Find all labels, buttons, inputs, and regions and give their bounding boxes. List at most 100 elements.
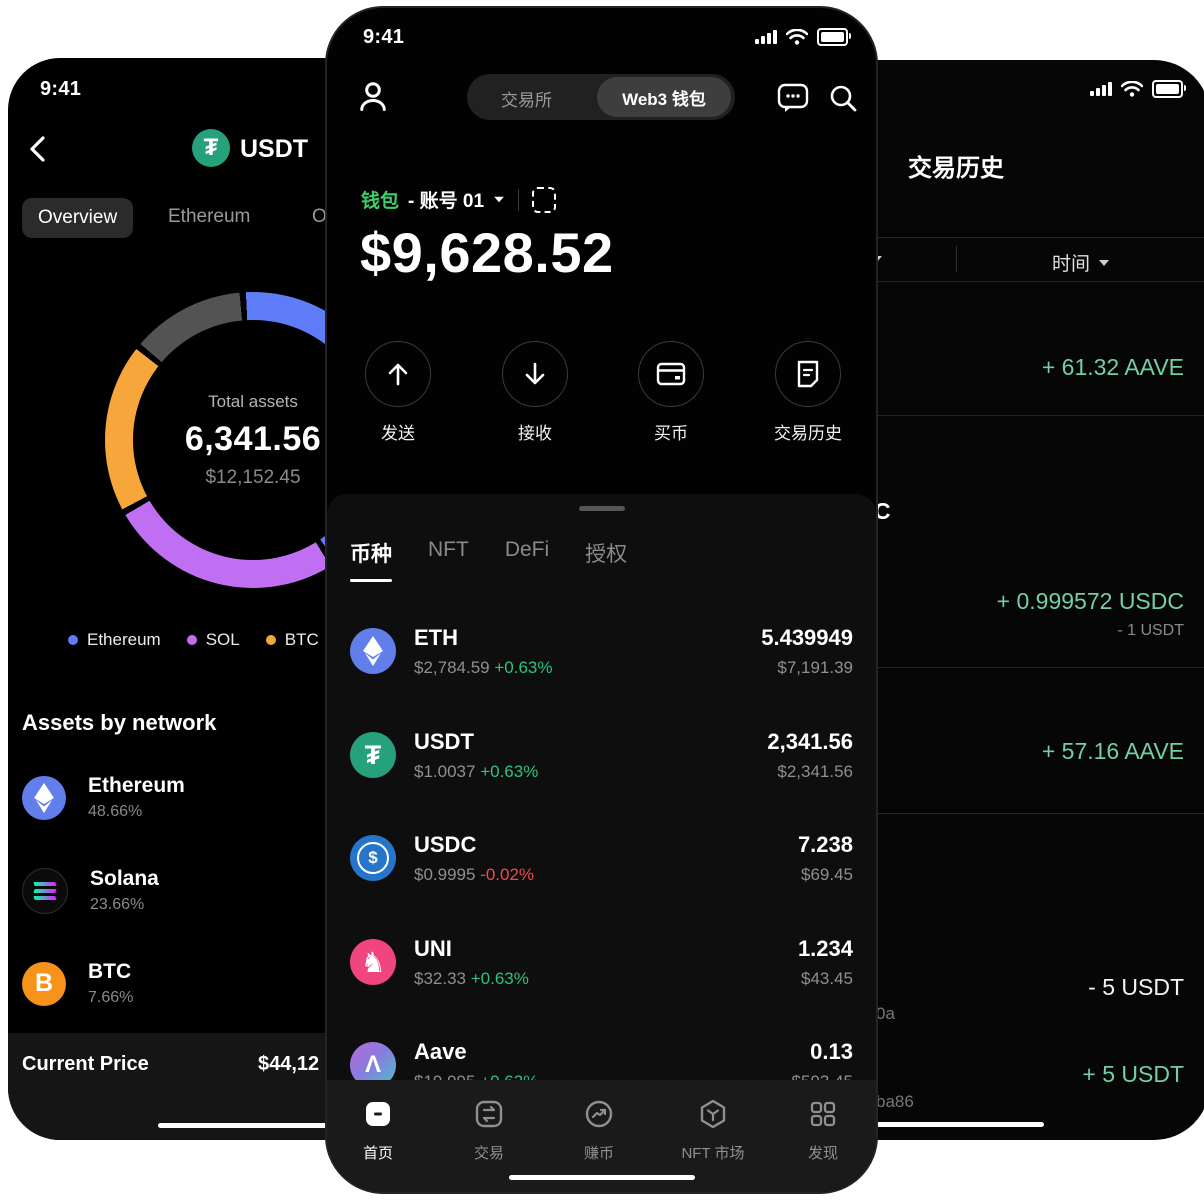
nav-home[interactable]: 首页: [327, 1098, 433, 1163]
network-meta: Solana 23.66%: [90, 867, 159, 914]
legend-item-ethereum: Ethereum: [68, 630, 161, 650]
header-segmented-control: 交易所 Web3 钱包: [467, 74, 735, 120]
tx-history-button[interactable]: 交易历史: [748, 341, 868, 444]
token-symbol: Aave: [414, 1038, 467, 1064]
legend-label: SOL: [205, 630, 240, 649]
network-percent: 23.66%: [90, 896, 145, 913]
tab-nft[interactable]: NFT: [428, 538, 469, 561]
token-value: $69.45: [801, 864, 853, 884]
usdt-icon: ₮: [350, 732, 396, 778]
battery-icon: [817, 28, 851, 46]
status-icons: [755, 28, 851, 46]
token-symbol: USDT: [414, 728, 474, 754]
eth-icon: [350, 628, 396, 674]
send-ring: [365, 341, 431, 407]
document-icon: [797, 360, 819, 388]
legend-dot-ethereum: [68, 635, 78, 645]
current-price-label: Current Price: [22, 1053, 149, 1075]
section-title: Assets by network: [22, 710, 217, 735]
filter-separator: [956, 246, 957, 272]
tab-clipped[interactable]: O: [312, 206, 327, 227]
nav-label: 发现: [807, 1145, 838, 1162]
home-indicator: [872, 1122, 1044, 1127]
signal-icon: [755, 30, 777, 44]
token-amount: 0.13: [810, 1038, 853, 1064]
network-row-solana[interactable]: Solana 23.66%: [22, 867, 159, 914]
tx-amount: - 5 USDT: [1088, 974, 1184, 1000]
earn-icon: [585, 1100, 613, 1128]
network-name: Solana: [90, 867, 159, 890]
tab-overview[interactable]: Overview: [22, 198, 134, 238]
token-price-row: $32.33 +0.63%: [414, 969, 529, 989]
total-assets-label: Total assets: [208, 391, 298, 411]
nav-label: NFT 市场: [681, 1145, 745, 1162]
network-row-btc[interactable]: B BTC 7.66%: [22, 960, 133, 1007]
search-icon[interactable]: [827, 82, 859, 114]
divider: [760, 237, 1204, 238]
assets-sheet: 币种 NFT DeFi 授权: [327, 494, 876, 1080]
tx-amount: + 57.16 AAVE: [1041, 738, 1184, 764]
tab-coins[interactable]: 币种: [350, 538, 392, 582]
token-price: $1.0037: [414, 761, 476, 781]
token-row-uni[interactable]: ♞ UNI $32.33 +0.63% 1.234 $43.45: [350, 914, 853, 1010]
card-icon: [656, 362, 686, 386]
buy-ring: [638, 341, 704, 407]
account-caret-icon[interactable]: [494, 196, 504, 203]
nav-nft-market[interactable]: NFT 市场: [658, 1098, 768, 1163]
nav-discover[interactable]: 发现: [768, 1098, 876, 1163]
btc-glyph: B: [34, 969, 54, 997]
tab-exchange[interactable]: 交易所: [501, 91, 552, 110]
network-row-ethereum[interactable]: Ethereum 48.66%: [22, 774, 185, 821]
sheet-drag-handle[interactable]: [578, 506, 625, 511]
aave-glyph: Λ: [364, 1051, 381, 1078]
send-button[interactable]: 发送: [338, 341, 458, 444]
arrow-up-icon: [388, 363, 408, 386]
token-holdings: 1.234 $43.45: [798, 936, 853, 989]
token-holdings: 7.238 $69.45: [798, 832, 853, 885]
token-row-eth[interactable]: ETH $2,784.59 +0.63% 5.439949 $7,191.39: [350, 603, 853, 699]
receive-label: 接收: [518, 424, 552, 443]
token-row-usdt[interactable]: ₮ USDT $1.0037 +0.63% 2,341.56 $2,341.56: [350, 707, 853, 803]
chat-icon[interactable]: [776, 82, 810, 114]
token-meta: ETH $2,784.59 +0.63%: [414, 625, 553, 678]
tab-ethereum[interactable]: Ethereum: [168, 206, 251, 227]
divider: [760, 415, 1204, 416]
tab-web3-wallet[interactable]: Web3 钱包: [597, 77, 731, 117]
usdt-coin-icon: ₮: [192, 129, 230, 167]
network-name: Ethereum: [88, 774, 185, 797]
bottom-nav: 首页 交易 赚币 NFT 市场 发现: [327, 1080, 876, 1192]
time-sort-filter[interactable]: 时间: [1052, 249, 1110, 276]
time-sort-caret-icon: [1099, 259, 1110, 266]
token-change: +0.63%: [480, 761, 539, 781]
sheet-tabs: 币种 NFT DeFi 授权: [350, 538, 627, 582]
tx-amount: + 5 USDT: [1082, 1061, 1184, 1087]
network-name: BTC: [88, 960, 132, 983]
grid-icon: [810, 1101, 836, 1127]
wifi-icon: [1121, 81, 1143, 97]
tab-defi[interactable]: DeFi: [504, 538, 550, 561]
back-icon[interactable]: [26, 134, 52, 164]
uni-icon: ♞: [350, 939, 396, 985]
buy-crypto-button[interactable]: 买币: [611, 341, 731, 444]
profile-icon[interactable]: [355, 78, 391, 114]
signal-icon: [1090, 82, 1112, 96]
token-row-usdc[interactable]: $ USDC $0.9995 -0.02% 7.238 $69.45: [350, 810, 853, 906]
tab-approvals[interactable]: 授权: [585, 543, 628, 566]
token-price-row: $0.9995 -0.02%: [414, 865, 534, 885]
nav-trade[interactable]: 交易: [434, 1098, 544, 1163]
token-price: $2,784.59: [414, 657, 490, 677]
tx-address-fragment: 0a: [876, 1004, 895, 1023]
network-meta: BTC 7.66%: [88, 960, 133, 1007]
token-price-row: $2,784.59 +0.63%: [414, 658, 553, 678]
ethereum-icon: [22, 775, 66, 820]
total-assets-value: 6,341.56: [184, 419, 322, 458]
receive-button[interactable]: 接收: [475, 341, 595, 444]
nav-label: 赚币: [583, 1145, 614, 1162]
legend-dot-sol: [186, 635, 197, 645]
total-assets-usd: $12,152.45: [205, 466, 301, 488]
eth-glyph: [34, 782, 54, 813]
nav-earn[interactable]: 赚币: [544, 1098, 654, 1163]
account-label[interactable]: - 账号 01: [408, 191, 485, 212]
status-time: 9:41: [363, 26, 405, 48]
scan-qr-icon[interactable]: [532, 186, 557, 213]
